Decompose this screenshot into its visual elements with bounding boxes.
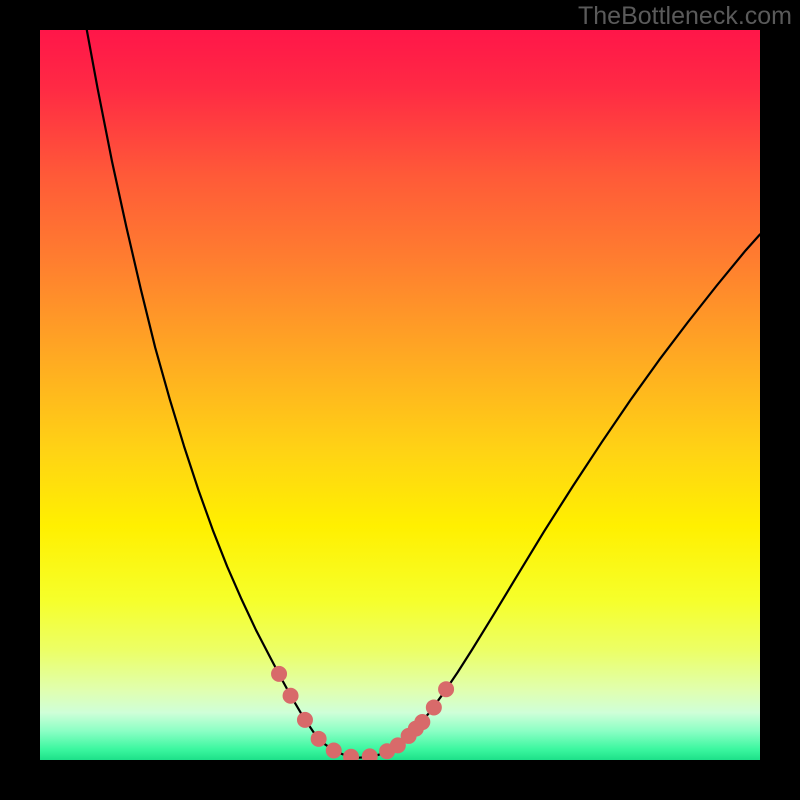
frame-border-bottom [0, 760, 800, 800]
curve-marker [272, 666, 287, 681]
curve-marker [326, 743, 341, 758]
chart-canvas: TheBottleneck.com [0, 0, 800, 800]
watermark-text: TheBottleneck.com [578, 2, 792, 31]
curve-marker [297, 712, 312, 727]
frame-border-left [0, 0, 40, 800]
bottleneck-curve [87, 30, 760, 758]
curve-marker [311, 731, 326, 746]
frame-border-right [760, 0, 800, 800]
curve-marker [439, 682, 454, 697]
bottleneck-curve-layer [0, 0, 800, 800]
curve-marker [415, 715, 430, 730]
curve-marker [426, 700, 441, 715]
curve-marker [283, 688, 298, 703]
